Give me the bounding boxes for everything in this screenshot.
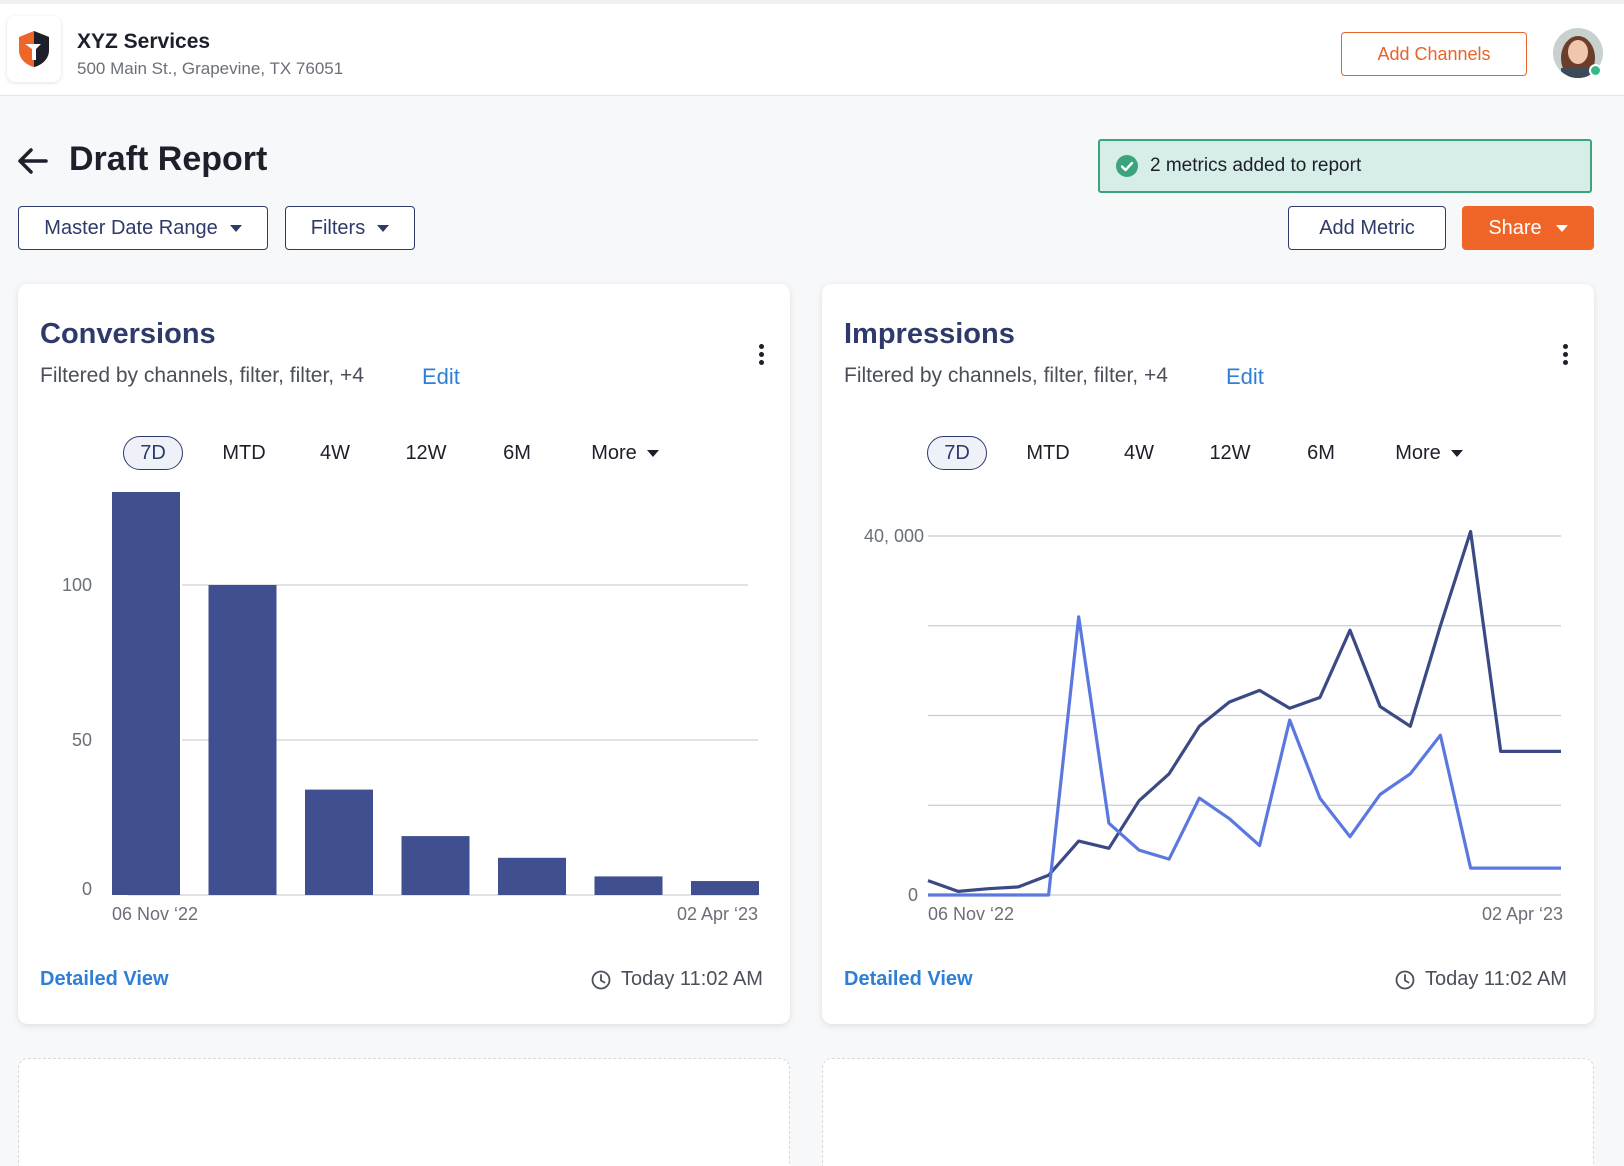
conversions-bar-chart: 0 50 100 06 Nov ‘22 02 Apr ‘23: [62, 492, 759, 924]
top-bar: XYZ Services 500 Main St., Grapevine, TX…: [0, 0, 1624, 96]
y-tick-label: 50: [72, 730, 92, 750]
check-circle-icon: [1116, 155, 1138, 177]
conversions-card: Conversions Filtered by channels, filter…: [18, 284, 790, 1024]
bar: [498, 857, 566, 895]
empty-metric-slot[interactable]: [18, 1058, 790, 1166]
clock-icon: [591, 970, 611, 989]
filters-label: Filters: [310, 216, 366, 239]
range-tab-12w[interactable]: 12W: [405, 441, 447, 464]
x-tick-label-end: 02 Apr ‘23: [677, 904, 758, 924]
back-arrow-icon[interactable]: [16, 146, 50, 176]
page-title: Draft Report: [69, 140, 268, 178]
x-tick-label-start: 06 Nov ‘22: [928, 904, 1014, 924]
y-tick-label: 100: [62, 575, 92, 595]
share-dropdown-button[interactable]: Share: [1462, 206, 1594, 250]
master-date-range-dropdown[interactable]: Master Date Range: [18, 206, 268, 250]
bar: [594, 876, 663, 895]
range-tab-more[interactable]: More: [580, 436, 670, 470]
last-updated-text: Today 11:02 AM: [621, 968, 763, 990]
card-filter-summary: Filtered by channels, filter, filter, +4: [40, 364, 364, 387]
last-updated: Today 11:02 AM: [1395, 968, 1567, 991]
range-more-label: More: [1395, 441, 1441, 464]
metrics-added-toast: 2 metrics added to report: [1098, 139, 1592, 193]
caret-down-icon: [1555, 224, 1568, 232]
business-name: XYZ Services: [77, 30, 211, 53]
caret-down-icon: [377, 224, 390, 232]
caret-down-icon: [229, 224, 242, 232]
kebab-menu-icon[interactable]: [755, 344, 767, 368]
last-updated: Today 11:02 AM: [591, 968, 763, 991]
logo-icon: [19, 31, 49, 67]
impressions-line-chart: 0 40, 000 06 Nov ‘22 02 Apr ‘23: [864, 526, 1563, 924]
card-title: Conversions: [40, 318, 216, 350]
y-tick-label: 40, 000: [864, 526, 924, 546]
range-tab-4w[interactable]: 4W: [1124, 441, 1154, 464]
series-line-2: [928, 615, 1561, 897]
x-tick-label-end: 02 Apr ‘23: [1482, 904, 1563, 924]
bar: [208, 585, 277, 895]
filters-dropdown[interactable]: Filters: [285, 206, 415, 250]
range-tab-6m[interactable]: 6M: [503, 441, 531, 464]
add-channels-button[interactable]: Add Channels: [1341, 32, 1527, 76]
empty-metric-slot[interactable]: [822, 1058, 1594, 1166]
edit-filters-link[interactable]: Edit: [1226, 364, 1264, 389]
series-line-1: [927, 529, 1561, 893]
y-tick-label: 0: [82, 879, 92, 899]
detailed-view-link[interactable]: Detailed View: [40, 968, 169, 990]
range-tab-mtd[interactable]: MTD: [222, 441, 266, 464]
range-tab-7d[interactable]: 7D: [123, 436, 183, 470]
clock-icon: [1395, 970, 1415, 989]
avatar[interactable]: [1553, 28, 1603, 78]
business-address: 500 Main St., Grapevine, TX 76051: [77, 59, 344, 78]
range-tab-4w[interactable]: 4W: [320, 441, 350, 464]
last-updated-text: Today 11:02 AM: [1425, 968, 1567, 990]
card-filter-summary: Filtered by channels, filter, filter, +4: [844, 364, 1168, 387]
x-tick-label-start: 06 Nov ‘22: [112, 904, 198, 924]
bar: [112, 492, 180, 895]
range-more-label: More: [591, 441, 637, 464]
add-metric-button[interactable]: Add Metric: [1288, 206, 1446, 250]
range-tab-mtd[interactable]: MTD: [1026, 441, 1070, 464]
bar: [401, 836, 470, 895]
range-tab-7d[interactable]: 7D: [927, 436, 987, 470]
caret-down-icon: [1450, 449, 1463, 457]
online-status-dot: [1589, 64, 1602, 77]
range-tab-12w[interactable]: 12W: [1209, 441, 1251, 464]
range-tab-more[interactable]: More: [1384, 436, 1474, 470]
y-tick-label: 0: [908, 885, 918, 905]
kebab-menu-icon[interactable]: [1559, 344, 1571, 368]
master-date-range-label: Master Date Range: [44, 216, 218, 239]
share-label: Share: [1488, 216, 1542, 239]
card-title: Impressions: [844, 318, 1015, 350]
caret-down-icon: [646, 449, 659, 457]
business-logo[interactable]: [7, 16, 61, 82]
user-avatar-image: [1553, 28, 1603, 78]
detailed-view-link[interactable]: Detailed View: [844, 968, 973, 990]
toast-message: 2 metrics added to report: [1150, 155, 1362, 176]
range-tab-6m[interactable]: 6M: [1307, 441, 1335, 464]
edit-filters-link[interactable]: Edit: [422, 364, 460, 389]
bar: [305, 789, 373, 895]
impressions-card: Impressions Filtered by channels, filter…: [822, 284, 1594, 1024]
bar: [691, 881, 759, 895]
